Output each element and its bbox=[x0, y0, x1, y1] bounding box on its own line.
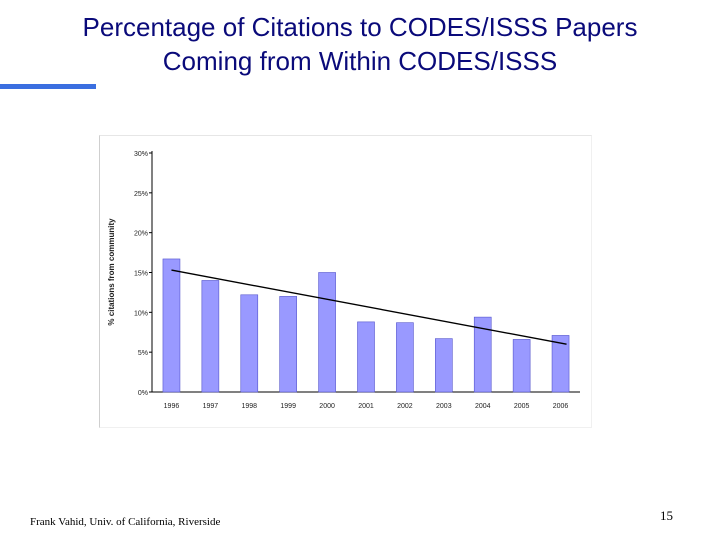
x-tick-label: 2004 bbox=[475, 403, 491, 410]
x-tick-label: 1998 bbox=[241, 403, 257, 410]
y-axis-label: % citations from community bbox=[107, 218, 116, 326]
bar-2002 bbox=[396, 322, 414, 393]
bar-2005 bbox=[512, 339, 531, 393]
bar-2004 bbox=[473, 316, 492, 393]
x-tick-label: 2006 bbox=[553, 403, 569, 410]
x-tick-label: 1996 bbox=[164, 403, 180, 410]
slide-title-line-2: Coming from Within CODES/ISSS bbox=[162, 46, 558, 76]
trend-line-group bbox=[171, 269, 567, 345]
slide-title-line-1: Percentage of Citations to CODES/ISSS Pa… bbox=[82, 12, 638, 42]
bar-2006 bbox=[551, 335, 570, 393]
x-tick-label: 1999 bbox=[280, 403, 296, 410]
x-tick-label: 2001 bbox=[358, 403, 374, 410]
slide-title: Percentage of Citations to CODES/ISSS Pa… bbox=[0, 10, 720, 78]
y-tick-label: 20% bbox=[134, 231, 148, 238]
chart-frame: 0% 5% 10% 15% 20% 25% 30% 1996 1997 1998 1999 2000… bbox=[99, 135, 592, 428]
page-number: 15 bbox=[660, 508, 673, 523]
trend-line bbox=[171, 269, 567, 345]
y-tick-label: 10% bbox=[134, 310, 148, 317]
x-tick-label: 1997 bbox=[203, 403, 219, 410]
bar-1998 bbox=[240, 294, 259, 393]
x-tick-label: 2003 bbox=[436, 403, 452, 410]
y-tick-label: 0% bbox=[138, 390, 148, 397]
x-tick-label: 2005 bbox=[514, 403, 530, 410]
footer-text: Frank Vahid, Univ. of California, Rivers… bbox=[30, 516, 221, 528]
title-accent-bar bbox=[0, 84, 96, 89]
x-tick-label: 2002 bbox=[397, 403, 413, 410]
bar-1996 bbox=[162, 258, 181, 393]
y-tick-label: 25% bbox=[134, 191, 148, 198]
bar-1999 bbox=[279, 296, 297, 393]
bar-2000 bbox=[318, 272, 336, 393]
bars bbox=[162, 258, 570, 393]
y-tick-label: 30% bbox=[134, 151, 148, 158]
x-axis: 1996 1997 1998 1999 2000 2001 2002 2003 2004 2005… bbox=[152, 391, 580, 410]
bar-chart: 0% 5% 10% 15% 20% 25% 30% 1996 1997 1998 1999 2000… bbox=[107, 151, 580, 410]
bar-2003 bbox=[435, 338, 453, 393]
y-tick-label: 5% bbox=[138, 350, 148, 357]
y-axis: 0% 5% 10% 15% 20% 25% 30% bbox=[134, 151, 153, 397]
x-tick-label: 2000 bbox=[319, 403, 335, 410]
y-tick-label: 15% bbox=[134, 271, 148, 278]
bar-1997 bbox=[201, 280, 220, 393]
bar-2001 bbox=[357, 321, 375, 393]
